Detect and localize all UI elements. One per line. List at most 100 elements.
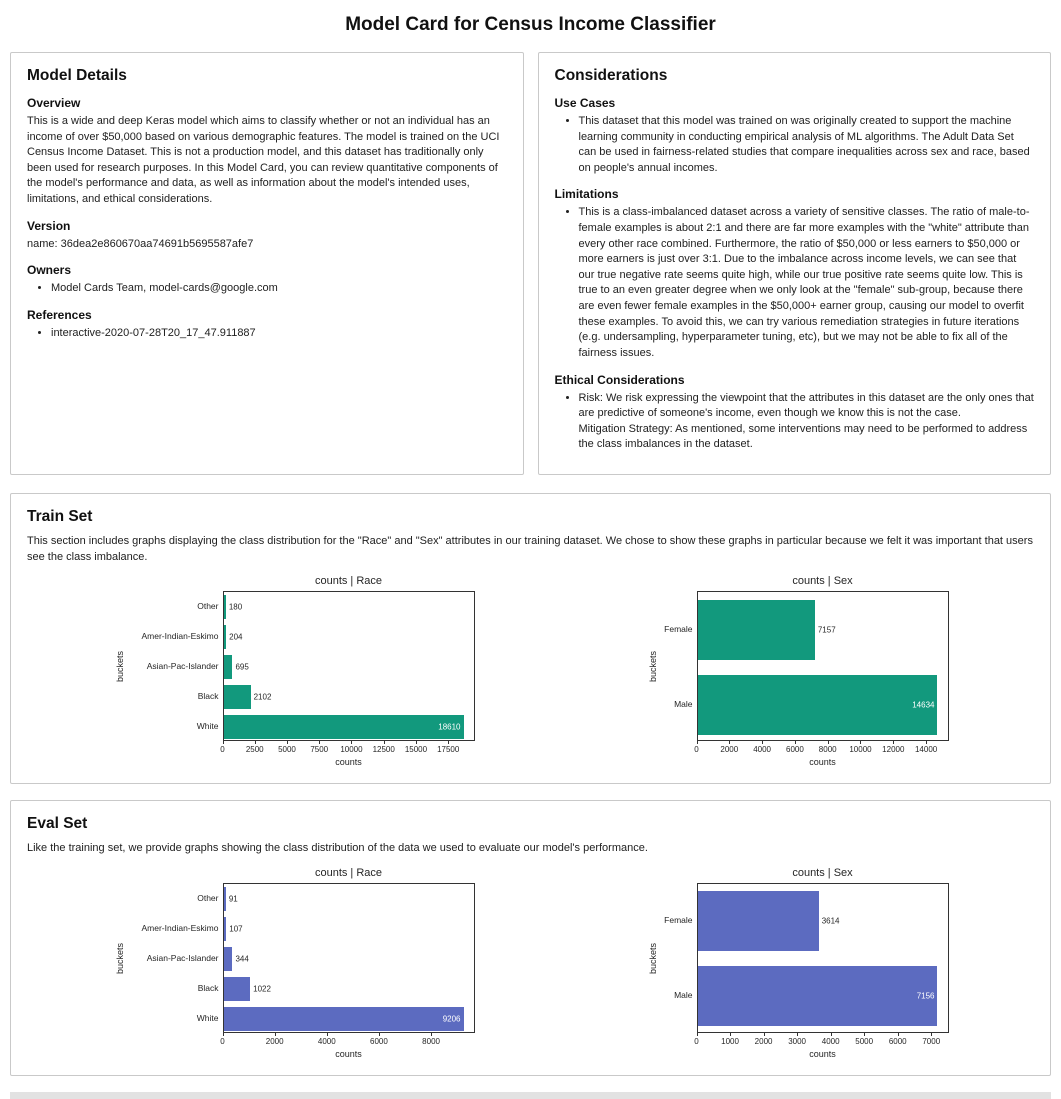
x-tick-mark	[893, 741, 895, 745]
chart-body: buckets Other Amer-Indian-Eskimo Asian-Pac-…	[113, 591, 475, 767]
x-tick-label: 7500	[310, 745, 329, 755]
y-tick-label: White	[196, 721, 219, 732]
y-tick-labels: Female Male	[660, 883, 697, 1033]
x-tick-label: 5000	[855, 1036, 874, 1046]
eval-set-card: Eval Set Like the training set, we provi…	[10, 800, 1051, 1076]
plot-column: 7157 14634 0 2000 4000 6000 8000 10000 12000 1400…	[694, 591, 949, 767]
owner-item: Model Cards Team, model-cards@google.com	[51, 281, 507, 297]
x-tick-mark	[286, 741, 288, 745]
x-tick-label: 10000	[340, 745, 363, 755]
bar	[697, 891, 819, 952]
x-axis: 0 2000 4000 6000 8000 10000 12000 14000	[694, 741, 949, 755]
figure: counts | Sex buckets Female Male 3614 7156 0 10…	[645, 866, 949, 1059]
bar-value-label: 14634	[912, 700, 935, 710]
figure: counts | Race buckets Other Amer-Indian-Esk…	[112, 866, 475, 1059]
x-tick-label: 0	[220, 1036, 225, 1046]
model-details-heading: Model Details	[27, 67, 127, 84]
x-tick-mark	[827, 741, 829, 745]
x-tick-mark	[730, 1032, 732, 1036]
y-tick-label: Asian-Pac-Islander	[146, 661, 219, 672]
owners-list: Model Cards Team, model-cards@google.com	[27, 281, 507, 297]
reference-item: interactive-2020-07-28T20_17_47.911887	[51, 326, 507, 342]
considerations-heading: Considerations	[554, 67, 668, 84]
bar	[223, 625, 227, 650]
x-axis: 0 2500 5000 7500 10000 12500 15000 17500	[220, 741, 475, 755]
eval-set-heading: Eval Set	[27, 815, 88, 833]
train-set-description: This section includes graphs displaying …	[27, 534, 1033, 563]
eval-set-description: Like the training set, we provide graphs…	[27, 842, 648, 855]
x-tick-mark	[383, 741, 385, 745]
x-tick-label: 4000	[753, 745, 771, 755]
y-tick-labels: Female Male	[660, 591, 697, 741]
x-tick-label: 2000	[754, 1036, 773, 1046]
x-tick-label: 8000	[818, 745, 837, 755]
x-tick-label: 0	[220, 745, 225, 755]
eval-race-chart: counts | Race buckets Other Amer-Indian-Esk…	[112, 866, 475, 1059]
y-tick-label: Male	[674, 990, 693, 1001]
chart-title: counts | Sex	[792, 575, 853, 588]
bar-value-label: 1022	[253, 984, 271, 994]
bar	[223, 715, 464, 740]
bar-value-label: 7157	[817, 625, 836, 635]
y-tick-labels: Other Amer-Indian-Eskimo Asian-Pac-Islande…	[127, 591, 223, 741]
x-tick-label: 0	[694, 1036, 699, 1046]
version-heading: Version	[27, 218, 71, 233]
x-tick-mark	[897, 1032, 899, 1036]
y-tick-label: Other	[197, 892, 219, 903]
y-axis-label: buckets	[114, 942, 125, 974]
x-tick-mark	[794, 741, 796, 745]
bar-value-label: 9206	[442, 1014, 461, 1024]
x-axis: 0 2000 4000 6000 8000	[220, 1032, 475, 1047]
bar-value-label: 91	[228, 894, 238, 904]
page-title: Model Card for Census Income Classifier	[345, 14, 716, 35]
x-tick-mark	[326, 1032, 328, 1036]
y-tick-label: Male	[674, 698, 693, 709]
y-tick-label: Female	[664, 915, 693, 926]
x-tick-mark	[931, 1032, 933, 1036]
x-tick-label: 5000	[278, 745, 296, 755]
bar	[697, 674, 938, 735]
x-tick-label: 10000	[849, 745, 872, 755]
bar	[223, 886, 226, 911]
y-axis-label: buckets	[114, 650, 125, 682]
ethical-consideration-item: Risk: We risk expressing the viewpoint t…	[579, 391, 1035, 453]
bar	[223, 655, 233, 680]
x-tick-label: 6000	[888, 1036, 907, 1046]
x-tick-mark	[448, 741, 450, 745]
top-cards-row: Model Details Overview This is a wide an…	[10, 52, 1051, 475]
x-axis: 0 1000 2000 3000 4000 5000 6000 7000	[694, 1032, 949, 1047]
x-tick-mark	[797, 1032, 799, 1036]
limitations-heading: Limitations	[554, 187, 619, 202]
train-set-heading: Train Set	[27, 507, 93, 525]
x-axis-label: counts	[809, 1048, 836, 1059]
plot-column: 3614 7156 0 1000 2000 3000 4000 5000 6000 7000 cou…	[694, 882, 949, 1059]
x-tick-label: 14000	[914, 745, 938, 755]
chart-title: counts | Sex	[792, 866, 853, 879]
train-set-card: Train Set This section includes graphs d…	[10, 492, 1051, 785]
plot-area: 7157 14634	[696, 591, 949, 742]
x-tick-label: 6000	[785, 745, 804, 755]
x-tick-label: 17500	[437, 745, 460, 755]
y-tick-label: Amer-Indian-Eskimo	[141, 631, 219, 642]
limitation-item: This is a class-imbalanced dataset acros…	[579, 205, 1035, 361]
plot-column: 180 204 695 2102 18610 0 2500 5000 7500 10000 1250…	[220, 591, 475, 767]
overview-heading: Overview	[27, 96, 81, 110]
use-case-item: This dataset that this model was trained…	[579, 114, 1035, 176]
plot-area: 180 204 695 2102 18610	[222, 591, 475, 742]
y-tick-label: Black	[197, 982, 219, 993]
x-tick-mark	[319, 741, 321, 745]
bar	[223, 595, 226, 620]
train-race-chart: counts | Race buckets Other Amer-Indian-Esk…	[112, 575, 475, 768]
x-tick-label: 12000	[882, 745, 905, 755]
bar	[697, 966, 938, 1027]
version-text: name: 36dea2e860670aa74691b5695587afe7	[27, 237, 254, 250]
x-tick-label: 2000	[265, 1036, 284, 1046]
chart-body: buckets Female Male 7157 14634 0 2000 4000 6000 8…	[646, 591, 949, 767]
x-tick-mark	[254, 741, 256, 745]
x-tick-mark	[351, 741, 353, 745]
bar-value-label: 2102	[253, 692, 272, 702]
x-tick-mark	[696, 1032, 698, 1036]
x-tick-mark	[222, 741, 224, 745]
x-axis-label: counts	[335, 1048, 362, 1059]
x-tick-label: 4000	[317, 1036, 336, 1046]
